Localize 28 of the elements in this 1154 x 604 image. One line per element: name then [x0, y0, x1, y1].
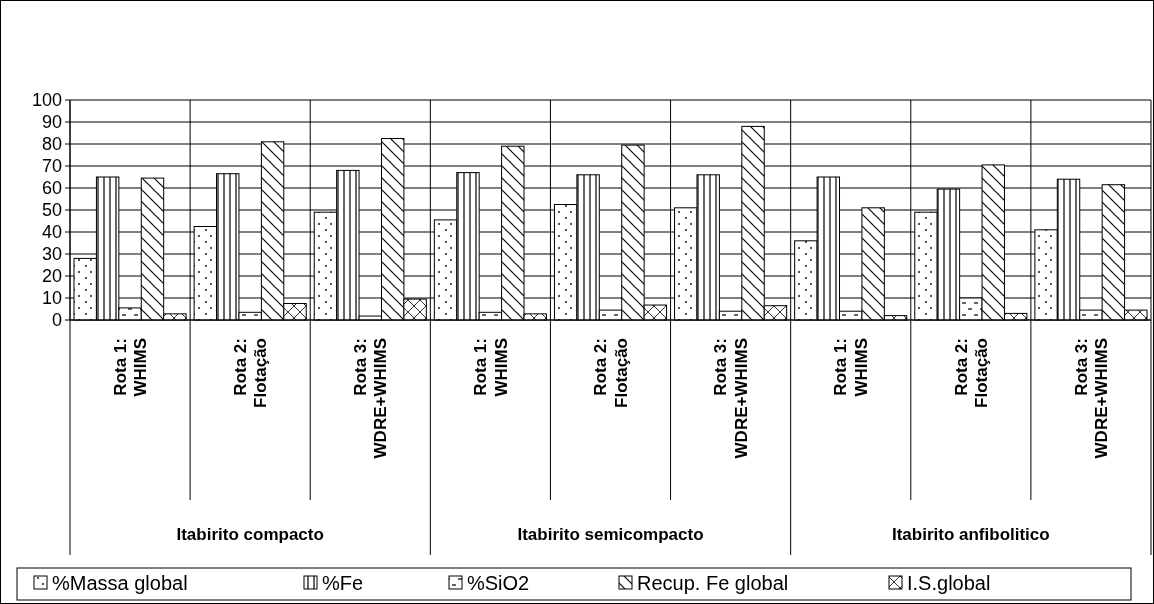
text: Itabirito compacto: [176, 525, 324, 544]
legend-label: Recup. Fe global: [637, 572, 789, 594]
y-tick-label: 0: [51, 310, 62, 331]
y-tick-label: 20: [41, 266, 62, 287]
y-tick-label: 30: [41, 244, 62, 265]
text: Itabirito anfibolitico: [891, 525, 1050, 544]
x-tick-label: Rota 2: Flotação: [230, 338, 271, 408]
x-tick-label: Rota 3: WDRE+WHIMS: [1071, 338, 1112, 459]
legend-label: I.S.global: [907, 572, 991, 594]
x-tick-label: Rota 1: WHIMS: [471, 338, 511, 397]
x-tick-label: Rota 2: Flotação: [951, 338, 991, 408]
y-tick-label: 70: [41, 156, 62, 177]
x-tick-label: Rota 3: WDRE+WHIMS: [351, 338, 391, 459]
legend-label: %Fe: [322, 572, 364, 594]
legend-label: %Massa global: [52, 572, 188, 594]
y-tick-label: 50: [41, 200, 62, 221]
x-tick-label: Rota 1: WHIMS: [110, 338, 151, 397]
y-tick-label: 60: [41, 178, 62, 199]
y-tick-label: 10: [41, 288, 62, 309]
x-tick-label: Rota 1: WHIMS: [831, 338, 871, 397]
y-tick-label: 80: [41, 134, 62, 155]
y-tick-label: 40: [41, 222, 62, 243]
text: Itabirito semicompacto: [517, 525, 704, 544]
y-tick-label: 90: [41, 112, 62, 133]
y-tick-label: 100: [31, 90, 62, 111]
legend-label: %SiO2: [467, 572, 530, 594]
x-tick-label: Rota 2: Flotação: [591, 338, 631, 408]
x-tick-label: Rota 3: WDRE+WHIMS: [711, 338, 751, 459]
